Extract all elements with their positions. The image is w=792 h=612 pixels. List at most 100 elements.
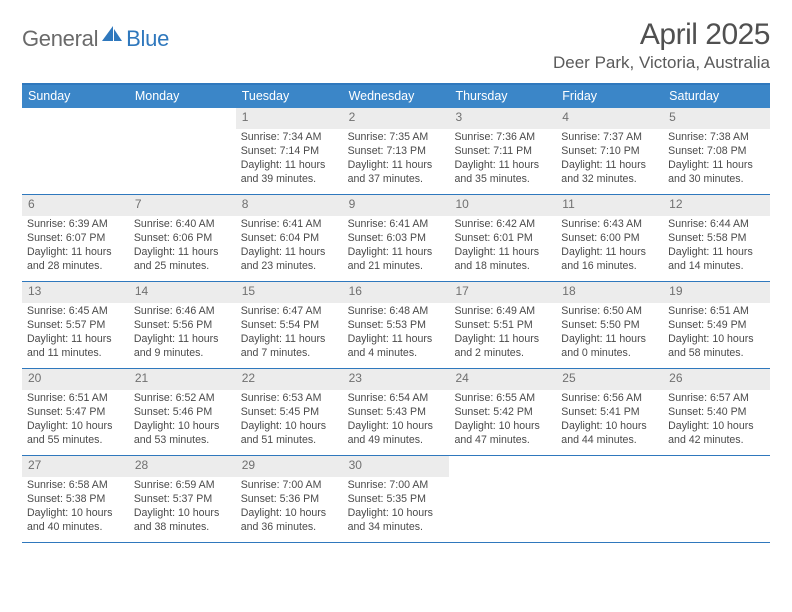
sunset-line: Sunset: 5:42 PM	[454, 406, 551, 420]
sunset-line: Sunset: 6:07 PM	[27, 232, 124, 246]
daylight-line: Daylight: 11 hours and 23 minutes.	[241, 246, 338, 274]
day-body: Sunrise: 7:36 AMSunset: 7:11 PMDaylight:…	[449, 131, 556, 187]
day-cell: 26Sunrise: 6:57 AMSunset: 5:40 PMDayligh…	[663, 369, 770, 455]
sunset-line: Sunset: 5:36 PM	[241, 493, 338, 507]
sunrise-line: Sunrise: 6:40 AM	[134, 218, 231, 232]
sunset-line: Sunset: 5:58 PM	[668, 232, 765, 246]
day-body: Sunrise: 6:40 AMSunset: 6:06 PMDaylight:…	[129, 218, 236, 274]
daylight-line: Daylight: 11 hours and 30 minutes.	[668, 159, 765, 187]
day-number: 15	[236, 282, 343, 303]
day-number: 16	[343, 282, 450, 303]
day-number: 9	[343, 195, 450, 216]
daylight-line: Daylight: 10 hours and 34 minutes.	[348, 507, 445, 535]
sunrise-line: Sunrise: 7:34 AM	[241, 131, 338, 145]
day-number: 29	[236, 456, 343, 477]
daylight-line: Daylight: 11 hours and 37 minutes.	[348, 159, 445, 187]
day-number: 5	[663, 108, 770, 129]
day-cell: 25Sunrise: 6:56 AMSunset: 5:41 PMDayligh…	[556, 369, 663, 455]
weekday-header: Tuesday	[236, 85, 343, 108]
sunrise-line: Sunrise: 7:36 AM	[454, 131, 551, 145]
day-body: Sunrise: 6:57 AMSunset: 5:40 PMDaylight:…	[663, 392, 770, 448]
day-cell: 8Sunrise: 6:41 AMSunset: 6:04 PMDaylight…	[236, 195, 343, 281]
day-cell: 15Sunrise: 6:47 AMSunset: 5:54 PMDayligh…	[236, 282, 343, 368]
weekday-header: Saturday	[663, 85, 770, 108]
sunrise-line: Sunrise: 7:00 AM	[241, 479, 338, 493]
sunrise-line: Sunrise: 7:37 AM	[561, 131, 658, 145]
sunrise-line: Sunrise: 6:45 AM	[27, 305, 124, 319]
daylight-line: Daylight: 10 hours and 53 minutes.	[134, 420, 231, 448]
week-row: 1Sunrise: 7:34 AMSunset: 7:14 PMDaylight…	[22, 108, 770, 195]
sunrise-line: Sunrise: 6:42 AM	[454, 218, 551, 232]
day-cell: 2Sunrise: 7:35 AMSunset: 7:13 PMDaylight…	[343, 108, 450, 194]
sunset-line: Sunset: 5:45 PM	[241, 406, 338, 420]
logo-word-blue: Blue	[126, 26, 169, 52]
weekday-header: Wednesday	[343, 85, 450, 108]
sunset-line: Sunset: 5:53 PM	[348, 319, 445, 333]
daylight-line: Daylight: 11 hours and 39 minutes.	[241, 159, 338, 187]
day-body: Sunrise: 6:42 AMSunset: 6:01 PMDaylight:…	[449, 218, 556, 274]
day-cell	[449, 456, 556, 542]
day-body: Sunrise: 6:48 AMSunset: 5:53 PMDaylight:…	[343, 305, 450, 361]
day-number: 18	[556, 282, 663, 303]
location: Deer Park, Victoria, Australia	[553, 53, 770, 73]
sunrise-line: Sunrise: 7:38 AM	[668, 131, 765, 145]
sunrise-line: Sunrise: 6:53 AM	[241, 392, 338, 406]
sunset-line: Sunset: 5:50 PM	[561, 319, 658, 333]
day-cell: 16Sunrise: 6:48 AMSunset: 5:53 PMDayligh…	[343, 282, 450, 368]
daylight-line: Daylight: 10 hours and 36 minutes.	[241, 507, 338, 535]
day-body: Sunrise: 6:54 AMSunset: 5:43 PMDaylight:…	[343, 392, 450, 448]
day-cell: 21 Sunrise: 6:52 AMSunset: 5:46 PMDayligh…	[129, 369, 236, 455]
day-number: 22	[236, 369, 343, 390]
logo-sail-icon	[102, 24, 124, 47]
daylight-line: Daylight: 11 hours and 0 minutes.	[561, 333, 658, 361]
sunrise-line: Sunrise: 6:41 AM	[241, 218, 338, 232]
sunset-line: Sunset: 5:38 PM	[27, 493, 124, 507]
daylight-line: Daylight: 11 hours and 9 minutes.	[134, 333, 231, 361]
day-cell	[556, 456, 663, 542]
sunset-line: Sunset: 6:04 PM	[241, 232, 338, 246]
sunrise-line: Sunrise: 6:51 AM	[668, 305, 765, 319]
day-body: Sunrise: 6:47 AMSunset: 5:54 PMDaylight:…	[236, 305, 343, 361]
weekday-header-row: Sunday Monday Tuesday Wednesday Thursday…	[22, 85, 770, 108]
day-body: Sunrise: 7:00 AMSunset: 5:36 PMDaylight:…	[236, 479, 343, 535]
sunset-line: Sunset: 6:00 PM	[561, 232, 658, 246]
sunset-line: Sunset: 5:51 PM	[454, 319, 551, 333]
daylight-line: Daylight: 10 hours and 55 minutes.	[27, 420, 124, 448]
daylight-line: Daylight: 10 hours and 38 minutes.	[134, 507, 231, 535]
day-cell: 3Sunrise: 7:36 AMSunset: 7:11 PMDaylight…	[449, 108, 556, 194]
logo: General Blue	[22, 24, 169, 53]
daylight-line: Daylight: 11 hours and 25 minutes.	[134, 246, 231, 274]
day-number: 21	[129, 369, 236, 390]
sunrise-line: Sunrise: 6:39 AM	[27, 218, 124, 232]
sunrise-line: Sunrise: 7:35 AM	[348, 131, 445, 145]
page: General Blue April 2025 Deer Park, Victo…	[0, 0, 792, 543]
sunset-line: Sunset: 5:40 PM	[668, 406, 765, 420]
day-body: Sunrise: 6:51 AMSunset: 5:47 PMDaylight:…	[22, 392, 129, 448]
day-body: Sunrise: 6:50 AMSunset: 5:50 PMDaylight:…	[556, 305, 663, 361]
sunrise-line: Sunrise: 7:00 AM	[348, 479, 445, 493]
sunset-line: Sunset: 6:06 PM	[134, 232, 231, 246]
header: General Blue April 2025 Deer Park, Victo…	[22, 18, 770, 73]
daylight-line: Daylight: 10 hours and 42 minutes.	[668, 420, 765, 448]
day-body: Sunrise: 7:00 AMSunset: 5:35 PMDaylight:…	[343, 479, 450, 535]
daylight-line: Daylight: 11 hours and 32 minutes.	[561, 159, 658, 187]
sunset-line: Sunset: 6:03 PM	[348, 232, 445, 246]
day-body: Sunrise: 6:45 AMSunset: 5:57 PMDaylight:…	[22, 305, 129, 361]
sunset-line: Sunset: 5:35 PM	[348, 493, 445, 507]
daylight-line: Daylight: 10 hours and 44 minutes.	[561, 420, 658, 448]
week-row: 27Sunrise: 6:58 AMSunset: 5:38 PMDayligh…	[22, 456, 770, 543]
day-body: Sunrise: 6:44 AMSunset: 5:58 PMDaylight:…	[663, 218, 770, 274]
day-cell: 6Sunrise: 6:39 AMSunset: 6:07 PMDaylight…	[22, 195, 129, 281]
day-body: Sunrise: 6:51 AMSunset: 5:49 PMDaylight:…	[663, 305, 770, 361]
sunset-line: Sunset: 7:14 PM	[241, 145, 338, 159]
sunrise-line: Sunrise: 6:58 AM	[27, 479, 124, 493]
sunset-line: Sunset: 5:46 PM	[134, 406, 231, 420]
day-body: Sunrise: 7:38 AMSunset: 7:08 PMDaylight:…	[663, 131, 770, 187]
sunset-line: Sunset: 5:41 PM	[561, 406, 658, 420]
daylight-line: Daylight: 11 hours and 28 minutes.	[27, 246, 124, 274]
daylight-line: Daylight: 11 hours and 11 minutes.	[27, 333, 124, 361]
day-number: 1	[236, 108, 343, 129]
sunrise-line: Sunrise: 6:51 AM	[27, 392, 124, 406]
day-cell	[663, 456, 770, 542]
sunrise-line: Sunrise: 6:52 AM	[134, 392, 231, 406]
